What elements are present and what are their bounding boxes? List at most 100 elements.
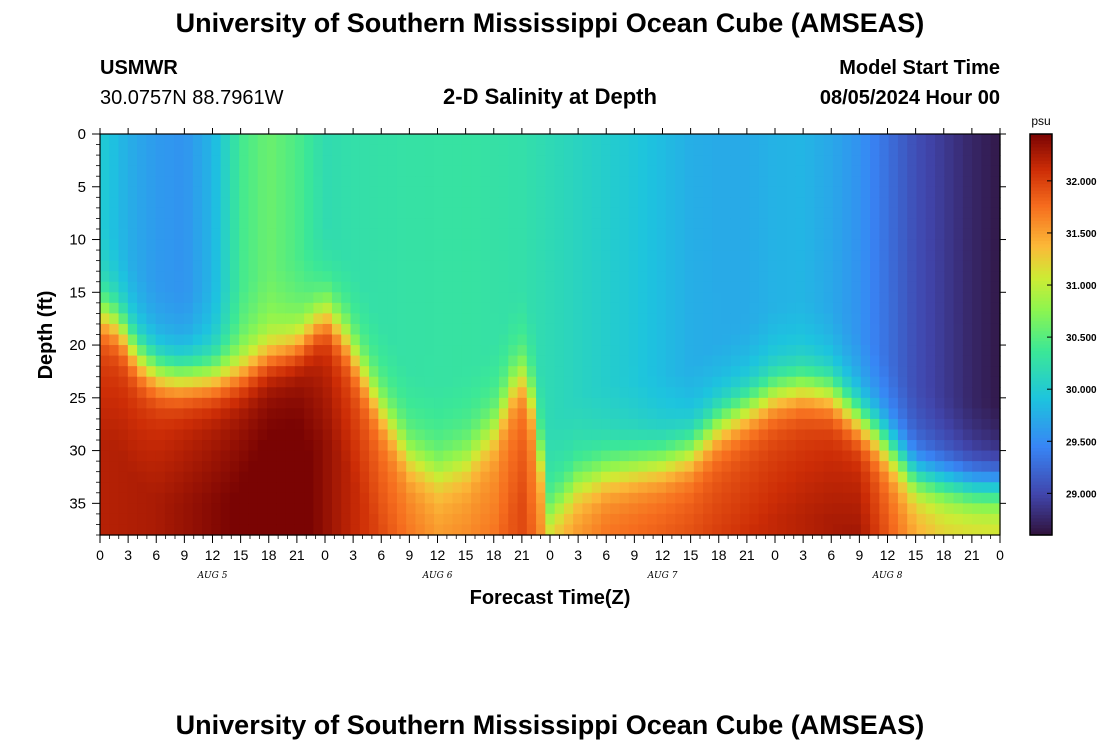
heatmap-cell [879, 144, 890, 156]
heatmap-cell [480, 429, 491, 441]
heatmap-cell [675, 376, 686, 388]
x-tick-label: 15 [908, 547, 924, 563]
heatmap-cell [990, 334, 1001, 346]
heatmap-cell [712, 408, 723, 420]
heatmap-cell [582, 334, 593, 346]
heatmap-cell [100, 271, 110, 283]
heatmap-cell [851, 228, 862, 241]
heatmap-cell [740, 387, 751, 399]
heatmap-cell [888, 408, 899, 420]
heatmap-cell [944, 418, 955, 431]
heatmap-cell [387, 323, 398, 336]
heatmap-cell [164, 323, 175, 336]
heatmap-cell [944, 218, 955, 230]
heatmap-cell [257, 429, 268, 441]
heatmap-cell [452, 302, 463, 314]
heatmap-cell [675, 134, 686, 146]
heatmap-cell [155, 197, 166, 209]
heatmap-cell [758, 207, 769, 220]
heatmap-cell [703, 387, 713, 399]
heatmap-cell [786, 524, 797, 536]
heatmap-cell [118, 281, 129, 293]
heatmap-cell [100, 503, 110, 515]
heatmap-cell [276, 334, 287, 346]
colorbar-segment [1030, 374, 1052, 379]
heatmap-cell [424, 471, 435, 483]
heatmap-cell [257, 524, 268, 536]
heatmap-cell [387, 155, 398, 167]
heatmap-cell [461, 366, 472, 378]
heatmap-cell [406, 228, 417, 241]
heatmap-cell [406, 250, 417, 262]
heatmap-cell [331, 387, 342, 399]
heatmap-cell [220, 155, 231, 167]
heatmap-cell [276, 387, 287, 399]
heatmap-cell [480, 260, 491, 272]
colorbar-segment [1030, 307, 1052, 312]
heatmap-cell [248, 302, 259, 314]
heatmap-cell [211, 281, 222, 293]
heatmap-cell [480, 250, 491, 262]
heatmap-cell [443, 471, 454, 483]
heatmap-cell [573, 186, 584, 198]
heatmap-cell [675, 513, 686, 526]
heatmap-cell [378, 492, 389, 504]
heatmap-cell [452, 418, 463, 431]
heatmap-cell [554, 513, 565, 526]
heatmap-cell [387, 176, 398, 188]
heatmap-cell [127, 207, 138, 220]
heatmap-cell [935, 144, 945, 156]
heatmap-cell [331, 345, 342, 357]
heatmap-cell [536, 429, 546, 441]
heatmap-cell [369, 207, 379, 220]
heatmap-cell [638, 302, 649, 314]
heatmap-cell [665, 250, 676, 262]
heatmap-cell [461, 271, 472, 283]
heatmap-cell [137, 334, 147, 346]
heatmap-cell [424, 524, 435, 536]
heatmap-cell [508, 260, 519, 272]
heatmap-cell [452, 239, 463, 251]
heatmap-cell [239, 313, 250, 325]
heatmap-cell [795, 313, 806, 325]
heatmap-cell [907, 397, 918, 409]
heatmap-cell [137, 186, 147, 198]
heatmap-cell [341, 144, 352, 156]
heatmap-cell [183, 492, 194, 504]
heatmap-cell [990, 366, 1001, 378]
heatmap-cell [229, 165, 240, 177]
heatmap-cell [693, 281, 704, 293]
heatmap-cell [545, 197, 556, 209]
heatmap-cell [415, 503, 426, 515]
heatmap-cell [768, 366, 778, 378]
colorbar-segment [1030, 287, 1052, 292]
heatmap-cell [109, 250, 120, 262]
heatmap-cell [424, 376, 435, 388]
heatmap-cell [591, 292, 602, 304]
heatmap-cell [628, 250, 639, 262]
heatmap-cell [907, 292, 918, 304]
heatmap-cell [276, 355, 287, 367]
heatmap-cell [313, 165, 324, 177]
heatmap-cell [786, 155, 797, 167]
heatmap-cell [155, 155, 166, 167]
heatmap-cell [990, 218, 1001, 230]
heatmap-cell [610, 461, 621, 473]
heatmap-cell [675, 334, 686, 346]
heatmap-cell [294, 471, 305, 483]
heatmap-cell [573, 176, 584, 188]
heatmap-cell [257, 397, 268, 409]
heatmap-cell [331, 260, 342, 272]
heatmap-cell [220, 281, 231, 293]
heatmap-cell [758, 418, 769, 431]
heatmap-cell [434, 366, 444, 378]
colorbar-segment [1030, 361, 1052, 366]
heatmap-cell [118, 461, 129, 473]
heatmap-cell [897, 429, 908, 441]
heatmap-cell [693, 429, 704, 441]
heatmap-cell [508, 524, 519, 536]
heatmap-cell [823, 239, 834, 251]
heatmap-cell [304, 186, 314, 198]
heatmap-cell [610, 144, 621, 156]
heatmap-cell [582, 482, 593, 494]
